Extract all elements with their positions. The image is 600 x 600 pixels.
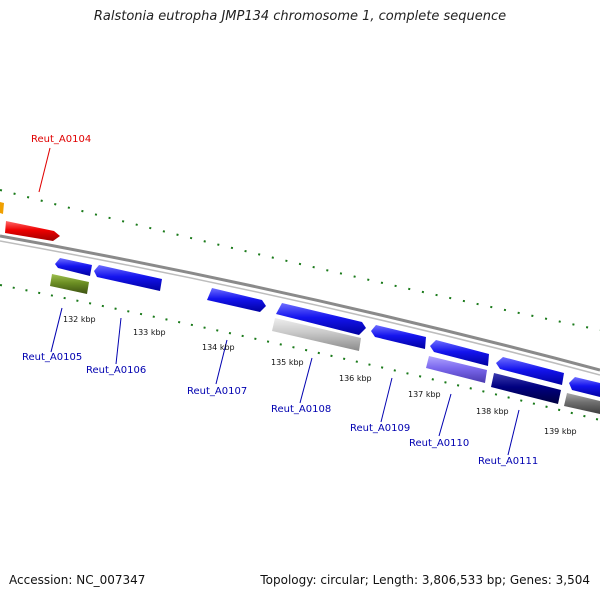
gene-label-reut-a0110[interactable]: Reut_A0110 (409, 438, 469, 449)
scale-label-138: 138 kbp (476, 407, 509, 416)
gene-label-reut-a0105[interactable]: Reut_A0105 (22, 352, 82, 363)
upper-tick-track (0, 189, 600, 331)
scale-label-135: 135 kbp (271, 358, 304, 367)
leader-reut-a0111 (507, 409, 520, 456)
scale-label-137: 137 kbp (408, 390, 441, 399)
gene-label-reut-a0107[interactable]: Reut_A0107 (187, 386, 247, 397)
scale-label-133: 133 kbp (133, 328, 166, 337)
gene-label-reut-a0109[interactable]: Reut_A0109 (350, 423, 410, 434)
gene-label-reut-a0111[interactable]: Reut_A0111 (478, 456, 538, 467)
scale-label-136: 136 kbp (339, 374, 372, 383)
accession-label: Accession: NC_007347 (9, 573, 146, 587)
gene-label-reut-a0106[interactable]: Reut_A0106 (86, 365, 146, 376)
leader-reut-a0109 (380, 377, 393, 423)
leader-reut-a0108 (299, 357, 313, 404)
gene-arrow-blue-edge[interactable] (569, 377, 600, 397)
gene-arrow-reut-a0105[interactable] (55, 258, 92, 276)
backbone-line-inner (0, 240, 600, 376)
gene-label-reut-a0108[interactable]: Reut_A0108 (271, 404, 331, 415)
leader-reut-a0106 (115, 317, 122, 365)
gene-arrow-reut-a0108[interactable] (276, 303, 366, 335)
map-title: Ralstonia eutropha JMP134 chromosome 1, … (93, 9, 507, 24)
leader-reut-a0110 (438, 393, 452, 437)
scale-label-139: 139 kbp (544, 427, 577, 436)
gene-arrow-gray[interactable] (272, 318, 361, 351)
gene-arrow-navy[interactable] (491, 373, 561, 404)
lower-tick-track (0, 284, 600, 421)
gene-arrow-reut-a0106[interactable] (50, 274, 89, 294)
gene-partial-orange (0, 202, 4, 214)
gene-arrow-reut-a0109[interactable] (371, 325, 426, 349)
scale-label-134: 134 kbp (202, 343, 235, 352)
backbone-line (0, 234, 600, 372)
leader-reut-a0105 (50, 307, 63, 353)
gene-arrow-reut-a0104[interactable] (5, 221, 60, 241)
genome-stats-label: Topology: circular; Length: 3,806,533 bp… (260, 573, 590, 587)
gene-arrow-reut-a0110[interactable] (430, 340, 489, 366)
gene-arrow-purple[interactable] (426, 356, 487, 383)
leader-reut-a0104 (38, 147, 51, 193)
gene-arrow-reut-a0111[interactable] (496, 357, 564, 385)
gene-arrow-darkgray-edge[interactable] (564, 393, 600, 414)
gene-arrow-reut-a0107[interactable] (207, 288, 266, 312)
scale-label-132: 132 kbp (63, 315, 96, 324)
gene-arrow-blue-2[interactable] (94, 265, 162, 291)
leader-reut-a0107 (215, 339, 228, 385)
gene-label-reut-a0104[interactable]: Reut_A0104 (31, 134, 91, 145)
